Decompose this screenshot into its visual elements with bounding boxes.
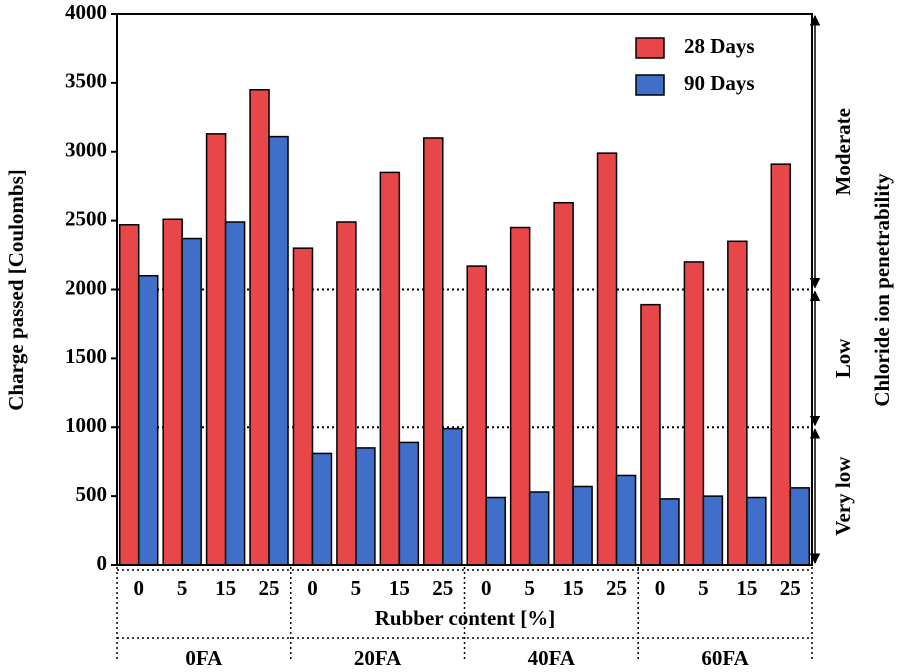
legend-swatch <box>635 74 665 96</box>
bar <box>292 247 314 566</box>
region-label: Low <box>831 338 855 379</box>
x-tick-label: 0 <box>133 576 144 600</box>
bar <box>572 485 593 566</box>
bar <box>137 274 159 566</box>
x-tick-label: 5 <box>524 576 535 600</box>
bar <box>311 452 333 566</box>
right-axis-title: Chloride ion penetrability <box>870 173 894 407</box>
x-tick-label: 0 <box>481 576 492 600</box>
x-tick-label: 5 <box>698 576 709 600</box>
region-label: Moderate <box>831 108 855 195</box>
x-tick-label: 15 <box>563 576 584 600</box>
bar <box>379 171 401 566</box>
bar <box>181 237 202 566</box>
bar <box>442 427 463 566</box>
bar <box>746 496 767 566</box>
bar <box>485 496 506 566</box>
bar <box>596 152 618 566</box>
group-label: 0FA <box>185 646 223 670</box>
bar <box>268 135 289 566</box>
x-tick-label: 25 <box>780 576 801 600</box>
y-tick-label: 4000 <box>65 0 107 24</box>
x-tick-label: 25 <box>606 576 627 600</box>
legend-swatch <box>635 37 665 59</box>
bar <box>423 137 444 566</box>
x-tick-label: 0 <box>307 576 318 600</box>
x-tick-label: 0 <box>655 576 666 600</box>
bar <box>162 218 183 566</box>
group-label: 40FA <box>528 646 576 670</box>
y-tick-label: 3500 <box>65 69 107 93</box>
bar <box>118 224 140 566</box>
x-tick-label: 25 <box>259 576 280 600</box>
y-tick-label: 0 <box>97 551 108 575</box>
y-tick-label: 2000 <box>65 275 107 299</box>
bar <box>659 498 680 566</box>
bar <box>615 474 637 566</box>
bar <box>249 89 270 566</box>
x-tick-label: 5 <box>351 576 362 600</box>
x-tick-label: 15 <box>215 576 236 600</box>
y-axis-title: Charge passed [Coulombs] <box>4 169 28 411</box>
x-tick-label: 5 <box>177 576 188 600</box>
y-tick-label: 1500 <box>65 344 107 368</box>
x-tick-label: 15 <box>736 576 757 600</box>
y-tick-label: 3000 <box>65 138 107 162</box>
bar <box>770 163 792 566</box>
bar <box>509 226 531 566</box>
x-tick-label: 25 <box>432 576 453 600</box>
y-tick-label: 1000 <box>65 413 107 437</box>
bar <box>702 495 724 566</box>
bar <box>789 487 811 566</box>
bar <box>336 221 357 566</box>
y-tick-label: 2500 <box>65 206 107 230</box>
bar <box>355 447 376 566</box>
x-tick-label: 15 <box>389 576 410 600</box>
bar <box>528 491 550 566</box>
group-label: 20FA <box>354 646 402 670</box>
bar <box>398 441 420 566</box>
bar <box>224 221 246 566</box>
bar <box>727 240 748 566</box>
region-label: Very low <box>831 456 855 536</box>
bar <box>205 133 227 566</box>
y-tick-label: 500 <box>76 482 108 506</box>
legend-label: 90 Days <box>684 71 755 95</box>
bar <box>553 201 574 566</box>
bar <box>640 303 661 566</box>
bar <box>683 261 705 566</box>
legend-label: 28 Days <box>684 34 755 58</box>
group-label: 60FA <box>701 646 749 670</box>
bar <box>466 265 487 566</box>
